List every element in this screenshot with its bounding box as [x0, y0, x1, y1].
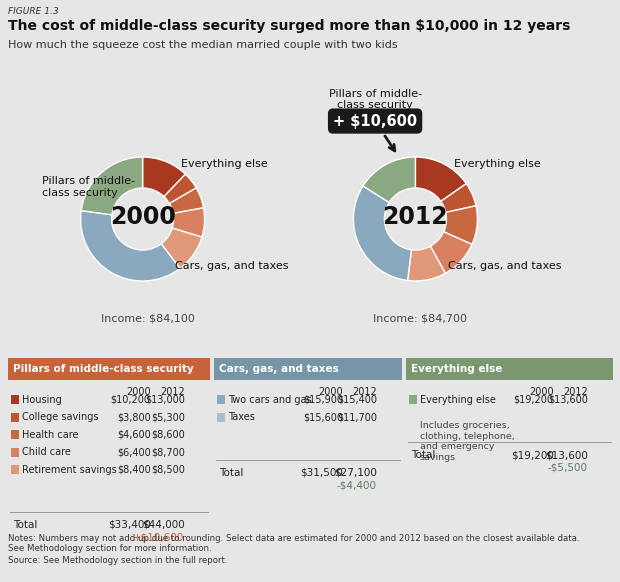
Text: -$4,400: -$4,400 [337, 480, 377, 491]
Wedge shape [441, 183, 476, 212]
Text: Pillars of middle-
class security: Pillars of middle- class security [42, 176, 135, 197]
Text: Income: $84,700: Income: $84,700 [373, 313, 467, 323]
Text: Cars, gas, and taxes: Cars, gas, and taxes [175, 261, 288, 271]
Text: Everything else: Everything else [420, 395, 495, 405]
Wedge shape [81, 157, 143, 215]
Text: $11,700: $11,700 [337, 412, 377, 423]
Text: Cars, gas, and taxes: Cars, gas, and taxes [448, 261, 561, 271]
Text: 2000: 2000 [318, 387, 343, 397]
Text: Taxes: Taxes [228, 412, 254, 423]
Text: $31,500: $31,500 [300, 467, 343, 478]
Text: $13,600: $13,600 [545, 450, 588, 460]
Text: $13,600: $13,600 [548, 395, 588, 405]
Text: 2012: 2012 [160, 387, 185, 397]
Wedge shape [164, 174, 197, 204]
Text: Pillars of middle-class security: Pillars of middle-class security [13, 364, 194, 374]
Text: Everything else: Everything else [411, 364, 502, 374]
Text: Pillars of middle-
class security: Pillars of middle- class security [329, 89, 422, 111]
Text: 2000: 2000 [529, 387, 554, 397]
Wedge shape [415, 157, 466, 201]
Text: $8,500: $8,500 [151, 464, 185, 475]
Text: Retirement savings: Retirement savings [22, 464, 117, 475]
Wedge shape [353, 186, 412, 281]
Text: Source: See Methodology section in the full report.: Source: See Methodology section in the f… [8, 556, 228, 565]
Text: Total: Total [411, 450, 435, 460]
Text: $15,400: $15,400 [337, 395, 377, 405]
Text: 2000: 2000 [126, 387, 151, 397]
Wedge shape [407, 246, 445, 281]
Text: Everything else: Everything else [181, 159, 268, 169]
Text: Income: $84,100: Income: $84,100 [100, 313, 195, 323]
Text: Health care: Health care [22, 430, 78, 440]
Text: $44,000: $44,000 [142, 520, 185, 530]
Text: -$5,500: -$5,500 [547, 463, 588, 473]
Text: See Methodology section for more information.: See Methodology section for more informa… [8, 544, 211, 553]
Text: 2012: 2012 [563, 387, 588, 397]
Text: $8,600: $8,600 [151, 430, 185, 440]
Text: Total: Total [13, 520, 37, 530]
Text: $5,300: $5,300 [151, 412, 185, 423]
Text: How much the squeeze cost the median married couple with two kids: How much the squeeze cost the median mar… [8, 40, 397, 49]
Text: Total: Total [219, 467, 243, 478]
Text: Includes groceries,
clothing, telephone,
and emergency
savings: Includes groceries, clothing, telephone,… [420, 421, 515, 462]
Text: $6,400: $6,400 [117, 447, 151, 457]
Text: + $10,600: + $10,600 [333, 113, 417, 151]
Text: Child care: Child care [22, 447, 71, 457]
Wedge shape [169, 188, 203, 214]
Text: 2012: 2012 [383, 204, 448, 229]
Wedge shape [444, 206, 477, 244]
Wedge shape [161, 228, 202, 268]
Text: $13,000: $13,000 [145, 395, 185, 405]
Text: FIGURE 1.3: FIGURE 1.3 [8, 7, 59, 16]
Wedge shape [143, 157, 185, 197]
Text: $8,400: $8,400 [117, 464, 151, 475]
Text: $27,100: $27,100 [334, 467, 377, 478]
Text: Two cars and gas: Two cars and gas [228, 395, 311, 405]
Text: $15,900: $15,900 [303, 395, 343, 405]
Text: Notes: Numbers may not add up due to rounding. Select data are estimated for 200: Notes: Numbers may not add up due to rou… [8, 534, 580, 543]
Text: $10,200: $10,200 [110, 395, 151, 405]
Text: 2012: 2012 [352, 387, 377, 397]
Text: The cost of middle-class security surged more than $10,000 in 12 years: The cost of middle-class security surged… [8, 19, 570, 33]
Wedge shape [81, 211, 180, 281]
Text: +$10,600: +$10,600 [133, 533, 185, 543]
Text: College savings: College savings [22, 412, 98, 423]
Text: $33,400: $33,400 [108, 520, 151, 530]
Text: Cars, gas, and taxes: Cars, gas, and taxes [219, 364, 339, 374]
Text: $15,600: $15,600 [303, 412, 343, 423]
Text: 2000: 2000 [110, 204, 175, 229]
Text: $4,600: $4,600 [117, 430, 151, 440]
Text: $8,700: $8,700 [151, 447, 185, 457]
Text: Everything else: Everything else [454, 159, 541, 169]
Wedge shape [363, 157, 415, 203]
Wedge shape [172, 208, 205, 237]
Text: Housing: Housing [22, 395, 61, 405]
Wedge shape [430, 232, 472, 274]
Text: $3,800: $3,800 [117, 412, 151, 423]
Text: $19,200: $19,200 [511, 450, 554, 460]
Text: $19,200: $19,200 [513, 395, 554, 405]
